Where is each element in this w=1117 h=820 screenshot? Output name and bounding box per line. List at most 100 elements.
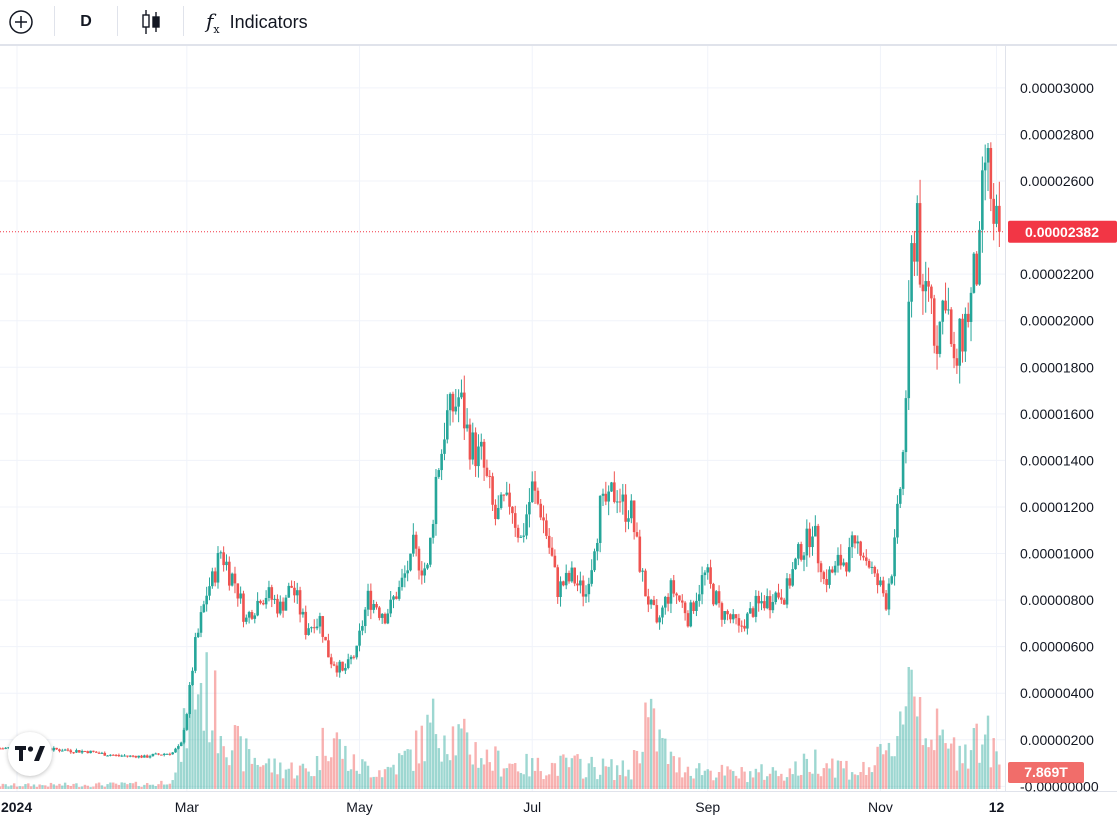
price-tick-label: 0.00003000	[1020, 80, 1094, 96]
candle-body	[737, 618, 741, 626]
volume-bar	[335, 732, 339, 789]
volume-bar	[604, 766, 608, 789]
candle-body	[649, 599, 653, 605]
candle-body	[278, 601, 282, 614]
volume-bar	[318, 770, 322, 789]
volume-bar	[281, 778, 285, 789]
candle-body	[635, 532, 639, 537]
volume-bar	[519, 772, 523, 789]
volume-bar	[893, 756, 896, 789]
candle-body	[375, 604, 378, 608]
volume-bar	[763, 779, 766, 789]
volume-bar	[75, 783, 78, 789]
time-tick-label: May	[346, 799, 372, 815]
volume-bar	[69, 785, 72, 789]
volume-bar	[794, 761, 797, 789]
candle-body	[831, 569, 834, 573]
volume-bar	[61, 785, 64, 789]
candle-body	[799, 544, 803, 560]
candle-body	[58, 749, 61, 752]
candle-body	[420, 570, 424, 576]
volume-bar	[287, 768, 290, 789]
candle-body	[598, 495, 602, 543]
candle-body	[983, 162, 987, 171]
volume-bar	[715, 777, 718, 789]
interval-button[interactable]: D	[80, 13, 92, 30]
tradingview-logo[interactable]	[8, 732, 52, 776]
volume-bar	[850, 772, 854, 789]
candle-body	[516, 527, 520, 538]
candle-body	[995, 205, 998, 224]
candle-body	[502, 494, 506, 496]
candle-body	[106, 755, 109, 757]
volume-bar	[202, 730, 206, 789]
indicators-button[interactable]: fx Indicators	[200, 0, 346, 44]
chart-type-button[interactable]	[133, 0, 169, 44]
volume-bar	[378, 770, 381, 789]
volume-bar	[443, 735, 446, 789]
add-symbol-button[interactable]	[4, 0, 38, 44]
volume-bar	[361, 759, 364, 789]
candle-body	[363, 609, 367, 627]
candle-body	[697, 594, 701, 601]
volume-bar	[480, 758, 483, 789]
volume-bar	[836, 760, 840, 789]
volume-bar	[842, 768, 845, 789]
volume-bar	[751, 777, 755, 789]
candle-body	[412, 534, 415, 554]
candle-body	[519, 536, 523, 538]
volume-bar	[647, 717, 650, 789]
candle-body	[369, 590, 373, 610]
candles-icon	[142, 10, 160, 34]
candle-body	[915, 203, 919, 262]
price-chart[interactable]: 0.00003000 0.00002800 0.00002600 0.00002200…	[0, 46, 1117, 820]
candle-body	[344, 667, 347, 671]
volume-bar	[140, 786, 143, 789]
volume-bar	[916, 716, 919, 789]
candle-body	[700, 575, 704, 595]
candle-body	[211, 571, 214, 587]
volume-bar	[511, 763, 514, 789]
candle-body	[244, 617, 248, 622]
candle-body	[157, 753, 160, 755]
candle-body	[151, 753, 155, 757]
volume-bar	[307, 771, 310, 789]
candle-body	[462, 392, 466, 429]
volume-bar	[338, 739, 341, 789]
volume-bar	[347, 770, 350, 789]
candle-body	[590, 570, 593, 584]
candle-body	[564, 572, 568, 586]
candle-body	[52, 747, 56, 751]
volume-bar	[873, 765, 876, 789]
candle-body	[349, 656, 353, 660]
volume-bar	[426, 714, 429, 789]
candle-body	[734, 614, 738, 619]
volume-bar	[732, 771, 735, 789]
volume-bar	[120, 782, 123, 789]
candle-body	[904, 398, 908, 453]
volume-bar	[819, 776, 823, 789]
candle-body	[947, 309, 950, 311]
volume-bar	[38, 784, 41, 789]
candle-body	[491, 476, 494, 505]
volume-bar	[941, 729, 944, 789]
candle-body	[295, 590, 299, 596]
candle-body	[686, 613, 690, 627]
volume-bar	[12, 783, 16, 789]
candle-body	[774, 592, 777, 603]
candle-body	[862, 555, 865, 558]
volume-bar	[791, 774, 794, 789]
volume-bar	[825, 763, 828, 789]
candle-body	[267, 587, 271, 598]
volume-bar	[414, 730, 418, 789]
volume-bar	[681, 777, 684, 789]
volume-bar	[933, 750, 936, 789]
indicators-label: Indicators	[229, 11, 308, 32]
candle-body	[604, 493, 608, 502]
volume-bar	[423, 761, 426, 789]
candle-body	[429, 537, 432, 565]
volume-bar	[264, 763, 268, 789]
volume-bar	[454, 755, 457, 789]
volume-bar	[550, 762, 554, 789]
volume-bar	[400, 755, 404, 789]
